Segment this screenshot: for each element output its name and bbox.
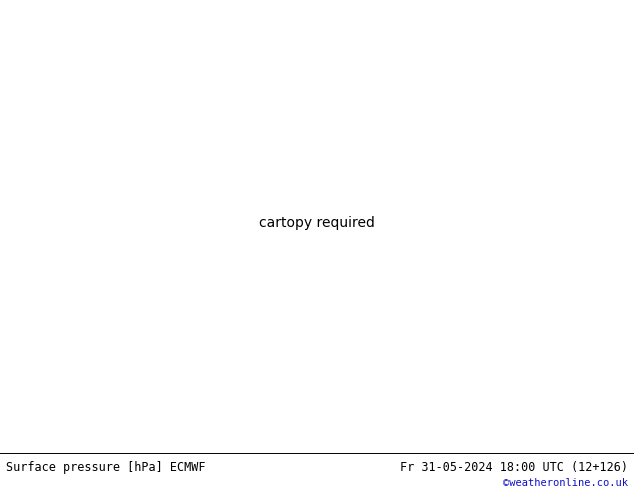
Text: cartopy required: cartopy required (259, 217, 375, 230)
Text: Surface pressure [hPa] ECMWF: Surface pressure [hPa] ECMWF (6, 461, 206, 474)
Text: Fr 31-05-2024 18:00 UTC (12+126): Fr 31-05-2024 18:00 UTC (12+126) (399, 461, 628, 474)
Text: ©weatheronline.co.uk: ©weatheronline.co.uk (503, 478, 628, 488)
